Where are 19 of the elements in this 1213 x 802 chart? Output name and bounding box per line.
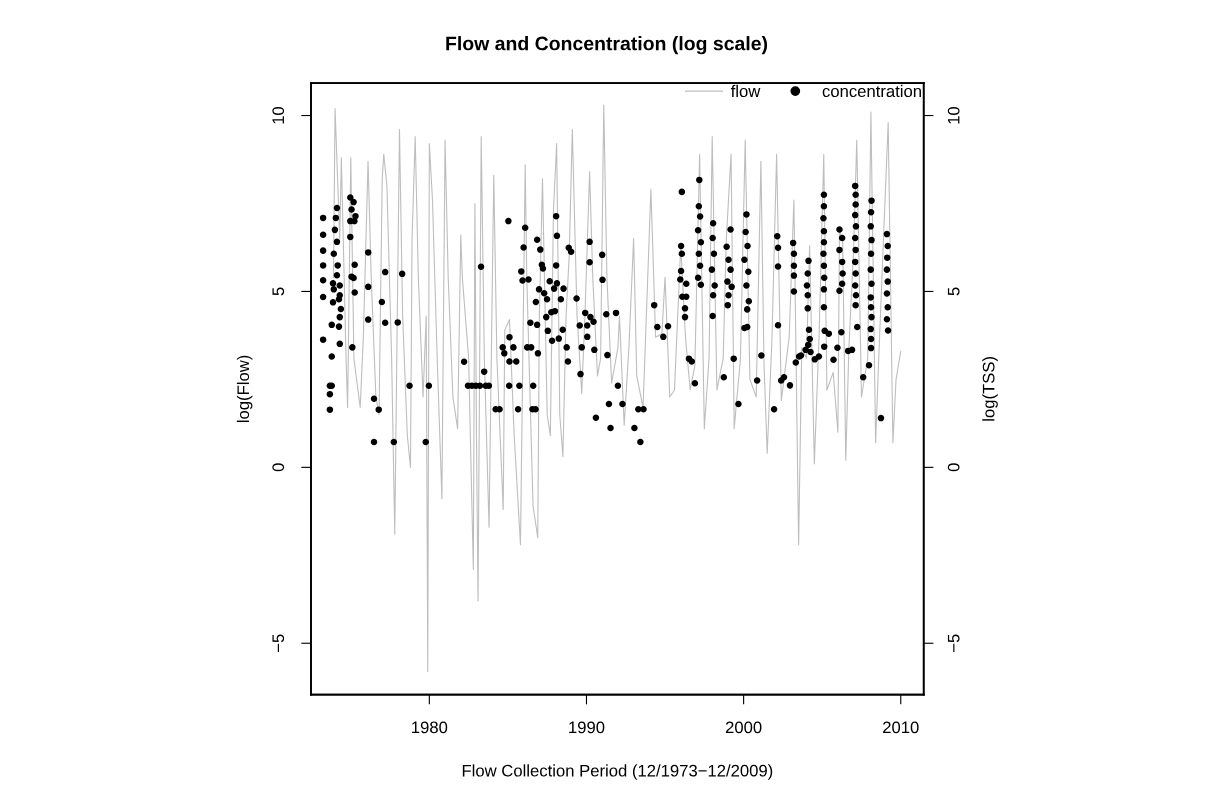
x-tick-label: 2000 — [725, 721, 762, 734]
y-tick-label: 10 — [272, 106, 285, 124]
y2-tick-label: −5 — [947, 634, 960, 652]
y2-axis-title: log(TSS) — [982, 357, 998, 421]
y-tick-label: 5 — [272, 287, 285, 296]
y-axis-title: log(Flow) — [236, 355, 253, 423]
legend-label: flow — [730, 84, 761, 98]
x-tick-label: 1980 — [412, 721, 448, 734]
legend-label: concentration — [822, 84, 921, 98]
x-axis-title: Flow Collection Period (12/1973−12/2009) — [462, 764, 773, 780]
x-tick-label: 2010 — [883, 721, 919, 734]
y-tick-label: 0 — [272, 463, 285, 472]
y-tick-label: −5 — [272, 634, 285, 652]
chart-title: Flow and Concentration (log scale) — [446, 36, 768, 55]
y2-tick-label: 0 — [947, 463, 960, 472]
line-series — [332, 104, 902, 672]
x-tick-label: 1990 — [569, 721, 605, 734]
y2-tick-label: 5 — [947, 287, 960, 296]
y2-tick-label: 10 — [947, 106, 960, 124]
